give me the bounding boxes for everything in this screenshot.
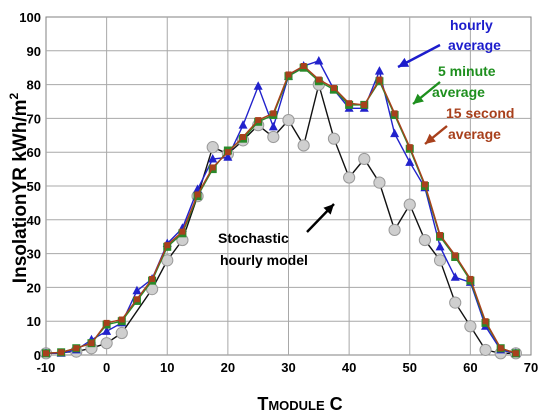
annotation-text: 15 second [446, 105, 514, 121]
data-point [116, 327, 127, 338]
data-point [179, 229, 185, 235]
y-tick-label: 100 [19, 10, 41, 25]
x-tick-label: 70 [524, 360, 538, 375]
data-point [498, 345, 504, 351]
x-tick-label: 50 [403, 360, 417, 375]
data-point [480, 344, 491, 355]
data-point [467, 276, 473, 282]
data-point [513, 350, 519, 356]
annotation-text: 5 minute [438, 63, 496, 79]
data-point [389, 224, 400, 235]
data-point [331, 85, 337, 91]
data-point [210, 164, 216, 170]
y-axis-label-main: InsolationYR kWh/m [10, 100, 31, 284]
data-point [119, 317, 125, 323]
data-point [286, 71, 292, 77]
annotation-text: average [448, 37, 501, 53]
x-tick-label: 60 [463, 360, 477, 375]
x-axis-label: TMODULE C [257, 394, 342, 414]
data-point [58, 349, 64, 355]
x-tick-label: 40 [342, 360, 356, 375]
data-point [404, 199, 415, 210]
data-point [225, 149, 231, 155]
data-point [361, 102, 367, 108]
x-tick-label: 0 [103, 360, 110, 375]
data-point [392, 110, 398, 116]
x-tick-label: 30 [281, 360, 295, 375]
data-point [374, 177, 385, 188]
x-axis-label-main: T [257, 394, 268, 414]
y-tick-label: 90 [27, 44, 41, 59]
y-tick-label: 80 [27, 78, 41, 93]
data-point [283, 114, 294, 125]
data-point [346, 100, 352, 106]
data-point [316, 77, 322, 83]
data-point [149, 276, 155, 282]
data-point [434, 255, 445, 266]
data-point [73, 345, 79, 351]
data-point [298, 140, 309, 151]
data-point [134, 296, 140, 302]
data-point [359, 153, 370, 164]
annotation-text: Stochastic [218, 230, 289, 246]
x-tick-label: 20 [221, 360, 235, 375]
data-point [195, 191, 201, 197]
x-axis-label-unit: C [325, 394, 343, 414]
annotation-text: average [448, 126, 501, 142]
data-point [483, 318, 489, 324]
x-axis-label-sub: MODULE [268, 398, 325, 413]
data-point [164, 242, 170, 248]
y-tick-label: 10 [27, 314, 41, 329]
annotation-text: hourly model [220, 252, 308, 268]
data-point [344, 172, 355, 183]
data-point [101, 338, 112, 349]
annotation-text: average [432, 84, 485, 100]
data-point [207, 142, 218, 153]
y-axis-label-sup: 2 [7, 93, 21, 100]
data-point [376, 77, 382, 83]
data-point [452, 252, 458, 258]
data-point [437, 232, 443, 238]
data-point [407, 144, 413, 150]
data-point [255, 117, 261, 123]
data-point [465, 321, 476, 332]
data-point [268, 131, 279, 142]
data-point [450, 297, 461, 308]
data-point [301, 63, 307, 69]
data-point [422, 181, 428, 187]
data-point [104, 320, 110, 326]
data-point [328, 133, 339, 144]
data-point [88, 340, 94, 346]
data-point [43, 350, 49, 356]
data-point [240, 134, 246, 140]
y-tick-label: 0 [34, 348, 41, 363]
data-point [270, 110, 276, 116]
data-point [419, 234, 430, 245]
x-tick-label: 10 [160, 360, 174, 375]
y-axis-label: InsolationYR kWh/m2 [7, 93, 31, 284]
annotation-text: hourly [450, 17, 493, 33]
